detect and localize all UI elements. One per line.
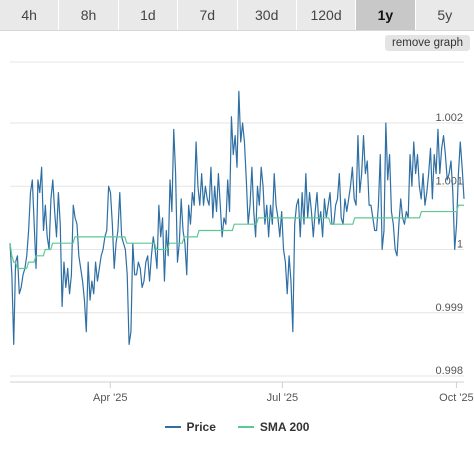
y-axis-labels: 1.002 1.001 1 0.999 0.998 <box>435 112 463 377</box>
tab-30d[interactable]: 30d <box>237 0 297 30</box>
tab-1d[interactable]: 1d <box>118 0 179 30</box>
x-tick-label: Apr '25 <box>93 392 128 404</box>
tab-4h[interactable]: 4h <box>0 0 60 30</box>
series-layer <box>9 90 465 345</box>
price-swatch <box>164 426 181 428</box>
legend-item-sma-200[interactable]: SMA 200 <box>237 420 310 434</box>
price-line <box>9 90 465 345</box>
y-tick-label: 1.001 <box>435 175 463 187</box>
y-tick-label: 1.002 <box>435 112 463 124</box>
legend-item-price[interactable]: Price <box>164 420 216 434</box>
x-axis: Apr '25 Jul '25 Oct '25 <box>10 381 474 404</box>
legend-label-sma-200: SMA 200 <box>259 420 310 434</box>
remove-graph-button[interactable]: remove graph <box>385 35 470 51</box>
plot-background <box>10 62 464 382</box>
y-tick-label: 1 <box>457 239 463 251</box>
sma-200-line <box>9 204 464 270</box>
x-tick-label: Oct '25 <box>439 392 474 404</box>
tab-1y[interactable]: 1y <box>356 0 416 30</box>
time-range-tabs: 4h 8h 1d 7d 30d 120d 1y 5y <box>0 0 474 31</box>
legend-label-price: Price <box>186 420 216 434</box>
tab-8h[interactable]: 8h <box>59 0 119 30</box>
tab-7d[interactable]: 7d <box>178 0 238 30</box>
x-tick-label: Jul '25 <box>267 392 298 404</box>
sma-swatch <box>237 426 254 428</box>
y-tick-label: 0.999 <box>435 302 463 314</box>
chart-legend: Price SMA 200 <box>0 420 474 434</box>
tab-5y[interactable]: 5y <box>415 0 474 30</box>
y-tick-label: 0.998 <box>435 365 463 377</box>
tab-120d[interactable]: 120d <box>296 0 357 30</box>
